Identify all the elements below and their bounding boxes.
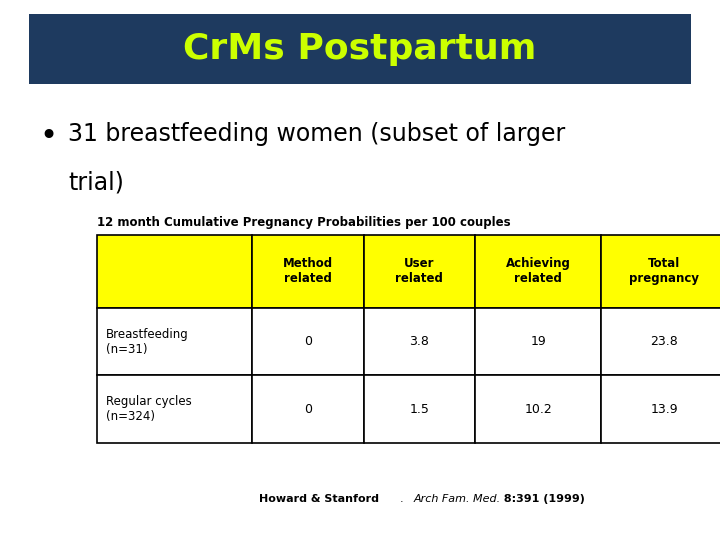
Text: trial): trial) bbox=[68, 170, 125, 194]
Text: Howard & Stanford: Howard & Stanford bbox=[259, 495, 379, 504]
Text: Breastfeeding
(n=31): Breastfeeding (n=31) bbox=[106, 328, 189, 355]
Text: 0: 0 bbox=[304, 402, 312, 416]
FancyBboxPatch shape bbox=[97, 308, 252, 375]
Text: 0: 0 bbox=[304, 335, 312, 348]
Text: User
related: User related bbox=[395, 258, 444, 285]
Text: 13.9: 13.9 bbox=[650, 402, 678, 416]
Text: Achieving
related: Achieving related bbox=[505, 258, 571, 285]
FancyBboxPatch shape bbox=[601, 308, 720, 375]
Text: 1.5: 1.5 bbox=[410, 402, 429, 416]
FancyBboxPatch shape bbox=[364, 308, 475, 375]
Text: 10.2: 10.2 bbox=[524, 402, 552, 416]
FancyBboxPatch shape bbox=[475, 308, 601, 375]
Text: 8:391 (1999): 8:391 (1999) bbox=[500, 495, 585, 504]
FancyBboxPatch shape bbox=[29, 14, 691, 84]
FancyBboxPatch shape bbox=[97, 375, 252, 443]
Text: 19: 19 bbox=[531, 335, 546, 348]
Text: Arch Fam. Med.: Arch Fam. Med. bbox=[414, 495, 501, 504]
Text: CrMs Postpartum: CrMs Postpartum bbox=[184, 32, 536, 65]
FancyBboxPatch shape bbox=[475, 375, 601, 443]
Text: 12 month Cumulative Pregnancy Probabilities per 100 couples: 12 month Cumulative Pregnancy Probabilit… bbox=[97, 216, 510, 229]
Text: 31 breastfeeding women (subset of larger: 31 breastfeeding women (subset of larger bbox=[68, 122, 566, 145]
Text: Total
pregnancy: Total pregnancy bbox=[629, 258, 699, 285]
FancyBboxPatch shape bbox=[601, 375, 720, 443]
FancyBboxPatch shape bbox=[252, 235, 364, 308]
Text: 23.8: 23.8 bbox=[650, 335, 678, 348]
Text: .: . bbox=[400, 495, 407, 504]
FancyBboxPatch shape bbox=[364, 375, 475, 443]
FancyBboxPatch shape bbox=[364, 235, 475, 308]
Text: 3.8: 3.8 bbox=[410, 335, 429, 348]
FancyBboxPatch shape bbox=[475, 235, 601, 308]
Text: Method
related: Method related bbox=[283, 258, 333, 285]
Text: •: • bbox=[40, 122, 58, 151]
FancyBboxPatch shape bbox=[252, 308, 364, 375]
FancyBboxPatch shape bbox=[601, 235, 720, 308]
FancyBboxPatch shape bbox=[252, 375, 364, 443]
Text: Regular cycles
(n=324): Regular cycles (n=324) bbox=[106, 395, 192, 423]
FancyBboxPatch shape bbox=[97, 235, 252, 308]
